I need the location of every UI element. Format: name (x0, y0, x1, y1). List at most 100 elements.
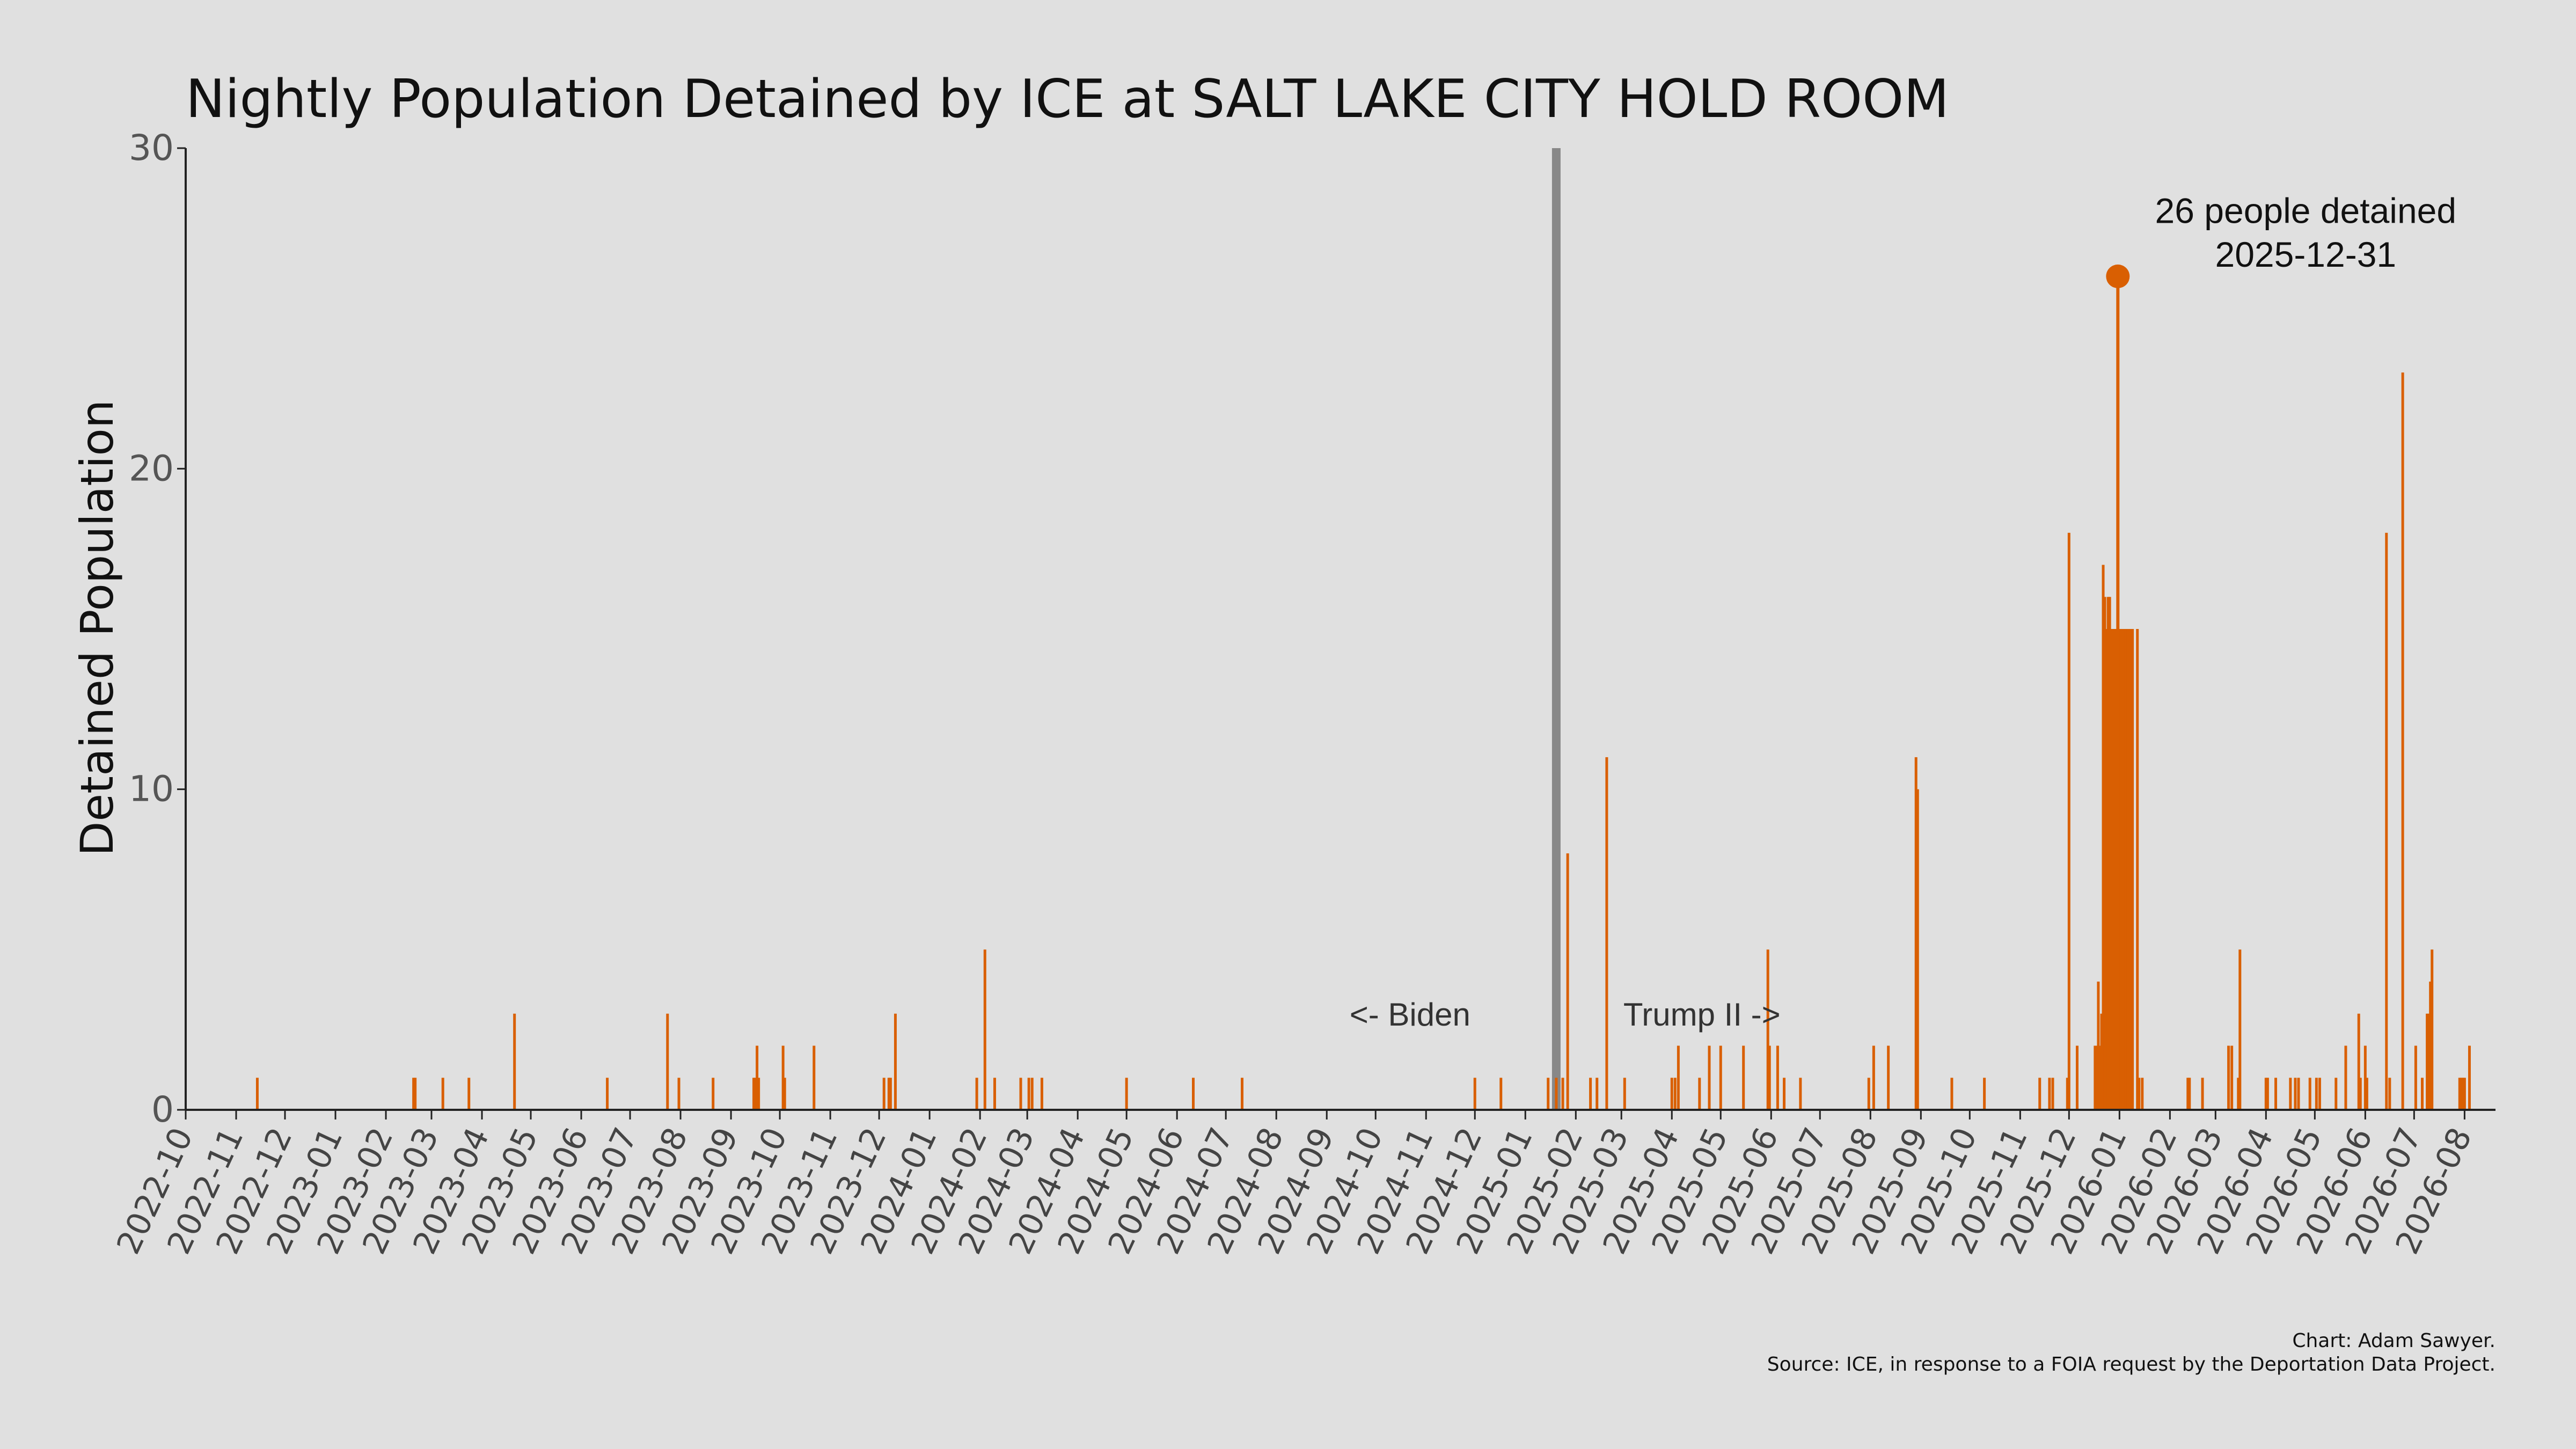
y-tick-label: 10 (129, 769, 174, 810)
bar (2365, 1078, 2368, 1110)
bar (2294, 1078, 2297, 1110)
bar (2359, 1078, 2362, 1110)
bar (1670, 1078, 1673, 1110)
bar (2414, 1045, 2417, 1110)
bar (1708, 1045, 1711, 1110)
bar (1473, 1078, 1476, 1110)
bar (1030, 1078, 1034, 1110)
bar (2111, 629, 2114, 1110)
bar (2066, 1078, 2069, 1110)
bar (1950, 1078, 1953, 1110)
peak-annotation-count: 26 people detained (2155, 191, 2457, 230)
bar (2426, 1013, 2429, 1110)
bar (412, 1078, 415, 1110)
bar (2105, 629, 2108, 1110)
bar (1887, 1045, 1890, 1110)
chart-title: Nightly Population Detained by ICE at SA… (186, 69, 1949, 130)
bar (2318, 1078, 2321, 1110)
bar (2102, 565, 2105, 1110)
y-tick-label: 30 (129, 127, 174, 169)
peak-marker-dot (2106, 264, 2130, 288)
bar (606, 1078, 609, 1110)
bar (1677, 1045, 1680, 1110)
bar (1125, 1078, 1128, 1110)
bar (2113, 629, 2116, 1110)
bar (882, 1078, 885, 1110)
bar (1019, 1078, 1022, 1110)
bar (2123, 629, 2126, 1110)
bar (666, 1013, 669, 1110)
bar (1673, 1078, 1677, 1110)
bar (2421, 1078, 2424, 1110)
y-tick-label: 0 (151, 1089, 174, 1130)
bar (441, 1078, 444, 1110)
bar (2051, 1078, 2054, 1110)
bar (754, 1078, 757, 1110)
bar (2110, 629, 2113, 1110)
bar (1916, 789, 1919, 1110)
bar (1561, 1078, 1564, 1110)
bar (467, 1078, 471, 1110)
bar (1983, 1078, 1986, 1110)
bar (2124, 629, 2127, 1110)
bar (2227, 1045, 2230, 1110)
bar (2315, 1078, 2318, 1110)
bar (2121, 629, 2124, 1110)
bar (1698, 1078, 1701, 1110)
bar (1499, 1078, 1503, 1110)
bar-series (255, 276, 2471, 1110)
bar (1566, 853, 1569, 1110)
bar (2237, 1078, 2240, 1110)
bar (2141, 1078, 2144, 1110)
bar (2097, 982, 2100, 1110)
bar (2126, 629, 2129, 1110)
bar (2119, 629, 2123, 1110)
bar (2429, 982, 2432, 1110)
bar (2264, 1078, 2267, 1110)
bar (2427, 1013, 2431, 1110)
bar (2385, 532, 2388, 1110)
bar (1589, 1078, 1592, 1110)
credit-source: Source: ICE, in response to a FOIA reque… (1767, 1353, 2496, 1375)
bar (255, 1078, 259, 1110)
bar (757, 1078, 760, 1110)
bar (1027, 1078, 1030, 1110)
bar (993, 1078, 996, 1110)
bar (975, 1078, 978, 1110)
bar (2289, 1078, 2292, 1110)
bar (1547, 1078, 1550, 1110)
bar (2128, 629, 2131, 1110)
bar (2136, 629, 2139, 1110)
bar (1766, 949, 1769, 1110)
bar (889, 1078, 892, 1110)
bar (2188, 1078, 2191, 1110)
bar (2038, 1078, 2041, 1110)
bar (2388, 1078, 2391, 1110)
bar (2274, 1078, 2278, 1110)
bar (887, 1078, 890, 1110)
bar (2138, 1078, 2141, 1110)
bar (813, 1045, 816, 1110)
bar (752, 1078, 756, 1110)
bar (1605, 757, 1608, 1110)
bar (1783, 1078, 1786, 1110)
bar (1555, 1078, 1558, 1110)
bar (2238, 949, 2242, 1110)
bar (2334, 1078, 2338, 1110)
credit-author: Chart: Adam Sawyer. (2292, 1330, 2496, 1352)
bar (2431, 949, 2434, 1110)
bar (2108, 597, 2111, 1110)
y-tick-label: 20 (129, 448, 174, 489)
bar (1867, 1078, 1870, 1110)
bar (2094, 1045, 2097, 1110)
bar (2100, 1013, 2103, 1110)
bar (1799, 1078, 1802, 1110)
bar (2401, 372, 2404, 1110)
bar (2458, 1078, 2461, 1110)
bar (756, 1045, 759, 1110)
bar (2131, 629, 2134, 1110)
bar (2297, 1078, 2300, 1110)
bar (2186, 1078, 2190, 1110)
